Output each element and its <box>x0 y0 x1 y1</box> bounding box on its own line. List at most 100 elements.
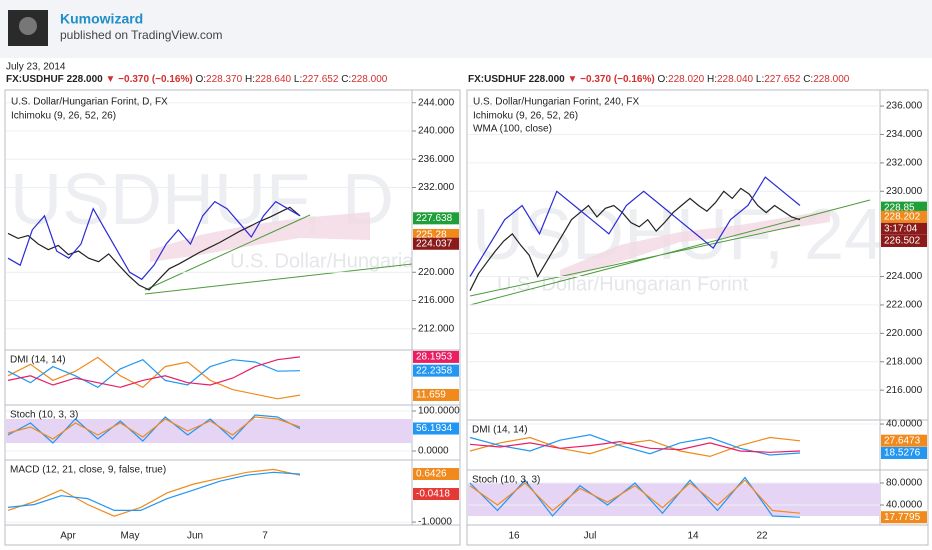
y-tick-label: 236.000 <box>886 101 923 112</box>
value-label-box <box>413 364 459 377</box>
indicator-label: Ichimoku (9, 26, 52, 26) <box>11 111 116 122</box>
y-tick-label: 216.000 <box>418 295 455 306</box>
x-tick-label: 22 <box>756 531 768 542</box>
value-label-box <box>413 212 459 225</box>
value-label: 228.85 <box>884 202 915 213</box>
cloud <box>560 210 830 280</box>
value-label: 226.502 <box>884 236 921 247</box>
series-line <box>469 440 801 453</box>
y-tick-label: 40.0000 <box>886 419 923 430</box>
ohlc-value: 227.652 <box>764 74 801 85</box>
author[interactable]: Kumowizard <box>60 11 143 27</box>
ticker-part: ▼ −0.370 (−0.16%) <box>106 74 193 85</box>
y-tick-label: 40.0000 <box>886 500 923 511</box>
y-tick-label: 216.000 <box>886 385 923 396</box>
ticker: FX:USDHUF 228.000 ▼ −0.370 (−0.16%) O:22… <box>6 74 388 85</box>
trendline <box>469 199 871 306</box>
ohlc-value: 228.040 <box>717 74 754 85</box>
value-label-box <box>881 222 927 235</box>
value-label-box <box>881 446 927 459</box>
y-tick-label: 232.000 <box>886 158 923 169</box>
x-tick-label: May <box>121 531 140 542</box>
watermark-sub: U.S. Dollar/Hungarian Forint <box>230 250 482 272</box>
x-tick-label: 16 <box>508 531 520 542</box>
published: published on TradingView.com <box>60 28 223 42</box>
y-tick-label: 212.000 <box>418 323 455 334</box>
series-line <box>469 176 801 277</box>
value-label: 3:17:04 <box>884 223 918 234</box>
x-tick-label: Jun <box>187 531 203 542</box>
ohlc-label: O: <box>657 74 668 85</box>
pane-label: MACD (12, 21, close, 9, false, true) <box>10 465 166 476</box>
value-label: 224.037 <box>416 238 453 249</box>
ohlc-label: H: <box>707 74 717 85</box>
trendline <box>144 214 412 295</box>
value-label: 22.2358 <box>416 365 453 376</box>
y-tick-label: 100.0000 <box>418 406 460 417</box>
ohlc-label: O: <box>195 74 206 85</box>
ohlc-value: 228.020 <box>668 74 705 85</box>
value-label-box <box>881 201 927 214</box>
y-tick-label: 234.000 <box>886 129 923 140</box>
value-label: 225.28 <box>416 230 447 241</box>
chart-frame <box>4 89 461 546</box>
value-label-box <box>413 488 459 501</box>
value-label: 0.6426 <box>416 469 447 480</box>
date: July 23, 2014 <box>6 62 66 73</box>
chart-title: U.S. Dollar/Hungarian Forint, D, FX <box>11 97 168 108</box>
series-line <box>469 434 801 456</box>
ticker-part: ▼ −0.370 (−0.16%) <box>568 74 655 85</box>
y-tick-label: 236.000 <box>418 154 455 165</box>
series-line <box>7 359 301 389</box>
value-label-box <box>413 422 459 435</box>
indicator-label: Ichimoku (9, 26, 52, 26) <box>473 111 578 122</box>
value-label-box <box>413 237 459 250</box>
value-label-box <box>881 511 927 524</box>
main-clip: USDHUF, DU.S. Dollar/Hungarian Forint <box>10 160 482 295</box>
series-line <box>7 416 301 440</box>
value-label-box <box>413 388 459 401</box>
y-tick-label: 220.000 <box>418 267 455 278</box>
avatar-face <box>19 17 37 35</box>
value-label-box <box>881 434 927 447</box>
stoch-band <box>6 419 412 443</box>
value-label: -0.0418 <box>416 489 450 500</box>
ohlc-label: H: <box>245 74 255 85</box>
value-label: 27.6473 <box>884 435 921 446</box>
series-line <box>469 479 801 514</box>
series-line <box>7 200 301 281</box>
series-line <box>7 414 301 444</box>
value-label-box <box>413 350 459 363</box>
value-label: 56.1934 <box>416 423 453 434</box>
y-tick-label: 222.000 <box>886 300 923 311</box>
x-tick-label: 7 <box>262 531 268 542</box>
ticker-part: FX:USDHUF <box>6 74 64 85</box>
series-line <box>7 356 301 388</box>
x-tick-label: Jul <box>584 531 597 542</box>
y-tick-label: 0.0000 <box>418 446 449 457</box>
y-tick-label: 230.000 <box>886 186 923 197</box>
watermark-sub: U.S. Dollar/Hungarian Forint <box>497 273 749 295</box>
ohlc-value: 228.370 <box>206 74 243 85</box>
ohlc-value: 228.640 <box>255 74 292 85</box>
value-label-box <box>881 234 927 247</box>
pane-label: DMI (14, 14) <box>472 425 528 436</box>
value-label: 28.1953 <box>416 352 453 363</box>
ohlc-value: 228.000 <box>351 74 388 85</box>
x-tick-label: 14 <box>687 531 699 542</box>
series-line <box>7 471 301 511</box>
ohlc-label: C: <box>803 74 813 85</box>
pane-label: Stoch (10, 3, 3) <box>472 475 540 486</box>
value-label-box <box>881 210 927 223</box>
value-label: 17.7795 <box>884 512 921 523</box>
y-tick-label: 232.000 <box>418 182 455 193</box>
series-line <box>7 468 301 517</box>
ticker: FX:USDHUF 228.000 ▼ −0.370 (−0.16%) O:22… <box>468 74 850 85</box>
ohlc-label: L: <box>294 74 302 85</box>
ohlc-value: 228.000 <box>813 74 850 85</box>
indicator-label: WMA (100, close) <box>473 124 552 135</box>
y-tick-label: 240.000 <box>418 126 455 137</box>
series-line <box>469 476 801 518</box>
ohlc-value: 227.652 <box>302 74 339 85</box>
